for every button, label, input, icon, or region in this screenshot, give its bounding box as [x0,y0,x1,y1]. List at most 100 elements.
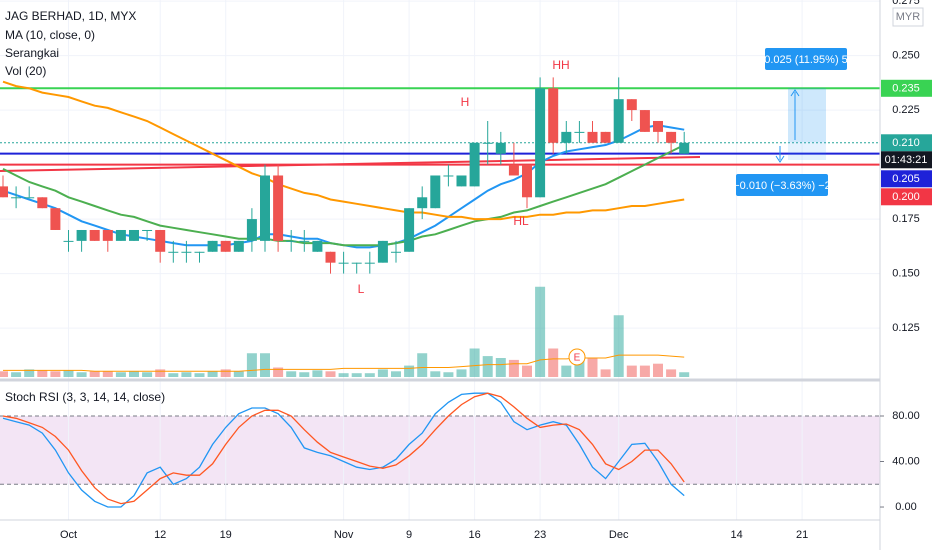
volume-bar [168,373,179,377]
candle-body [666,131,677,143]
pattern-label: L [358,282,365,296]
volume-bar [207,371,218,377]
candle-body [286,240,297,242]
ma-line [2,144,685,247]
volume-bar [233,371,244,377]
position-stop-zone [788,142,826,160]
volume-bar [76,372,87,377]
volume-bar [260,353,270,377]
stoch-line [2,392,685,505]
x-tick-label: Oct [60,529,77,541]
volume-bar [11,372,22,377]
countdown: 01:43:21 [885,154,928,166]
candle-body [325,251,336,263]
candle-body [351,262,362,264]
position-label: −0.010 (−3.63%) −2 [733,180,831,192]
volume-bar [482,356,493,377]
pattern-label: HL [513,214,529,228]
candle-body [260,175,270,241]
volume-bar [351,373,362,377]
indicator-label: Vol (20) [5,64,46,78]
y-tick-label: 0.275 [892,0,920,7]
volume-bar [430,371,441,377]
volume-bar [469,348,480,377]
candle-body [679,142,690,154]
volume-bar [50,371,61,377]
y-tick-label: 0.125 [892,322,920,334]
volume-bar [194,373,205,377]
volume-bar [299,372,310,377]
candle-body [181,251,192,253]
price-label-box [881,79,932,97]
position-label: 0.025 (11.95%) 5 [764,54,848,66]
candle-body [495,142,506,154]
volume-bar [24,369,35,377]
candle-body [233,240,244,252]
indicator-label: MA (10, close, 0) [5,28,95,42]
candle-body [548,88,559,143]
candle-body [89,229,100,241]
x-tick-label: 21 [796,529,808,541]
volume-bar [548,348,559,377]
candle-body [574,131,585,133]
candle-body [626,99,637,111]
candle-body [0,186,8,198]
candle-body [207,240,218,252]
candle-body [37,197,48,209]
candle-body [417,197,428,209]
position-arrow-head [790,89,800,97]
candle-body [76,229,87,241]
volume-bar [377,369,388,377]
countdown-box [881,151,932,169]
volume-bar [653,363,663,377]
x-tick-label: 16 [468,529,480,541]
volume-bar [639,365,650,377]
candle-body [168,251,179,253]
trend-line [0,156,701,172]
volume-bar [115,372,126,377]
volume-bar [404,365,415,377]
volume-bar [574,358,585,377]
volume-bar [417,353,428,377]
price-label: 0.205 [892,173,920,185]
volume-bar [63,370,74,377]
candle-body [220,240,231,252]
volume-bar [273,367,284,377]
event-label: E [574,353,581,364]
volume-bar [129,371,139,377]
y-tick-label: 0.225 [892,104,920,116]
currency: MYR [896,11,921,23]
candle-body [469,142,480,187]
y-tick-label: 0.150 [892,267,920,279]
candle-body [639,110,650,132]
volume-bar [508,359,519,377]
y-tick-label: 40.00 [892,455,920,467]
y-tick-label: 0.175 [892,213,920,225]
pattern-label: HH [552,58,569,72]
candle-body [273,175,284,241]
price-label-box [881,134,932,152]
candle-body [194,251,205,253]
position-arrow-head [775,155,785,163]
price-label-box [881,188,932,206]
volume-bar [37,370,48,377]
volume-bar [443,372,454,377]
candle-body [600,131,611,143]
volume-bar [338,373,349,377]
position-label-box [765,48,847,70]
volume-bar [495,358,506,377]
x-tick-label: 12 [154,529,166,541]
y-tick-label: 0.250 [892,49,920,61]
candle-body [312,240,323,252]
stoch-line [2,392,685,508]
currency-box [892,7,924,27]
candle-body [482,142,493,144]
volume-bar [587,358,598,377]
indicator-label: Stoch RSI (3, 3, 14, 14, close) [5,390,165,404]
candle-body [561,131,572,143]
candle-body [535,88,546,198]
x-tick-label: 9 [406,529,412,541]
candle-body [377,240,388,263]
volume-bar [0,371,8,377]
candle-body [338,262,349,264]
